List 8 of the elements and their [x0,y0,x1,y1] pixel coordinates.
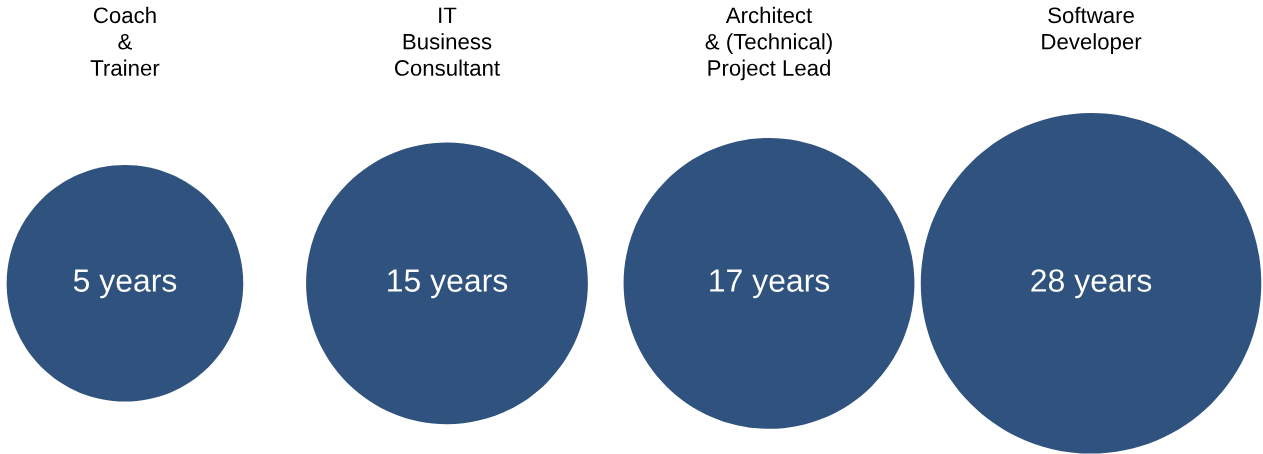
data-label: 15 years [388,269,508,299]
data-label: 5 years [73,269,177,299]
data-label: 28 years [1031,269,1152,299]
category-label: Coach & Trainer [90,6,160,76]
category-label: Architect & (Technical) Project Lead [705,6,832,81]
data-label: 17 years [710,269,830,299]
category-label: IT Business Consultant [394,7,500,76]
category-label: Software Developer [1042,6,1142,54]
